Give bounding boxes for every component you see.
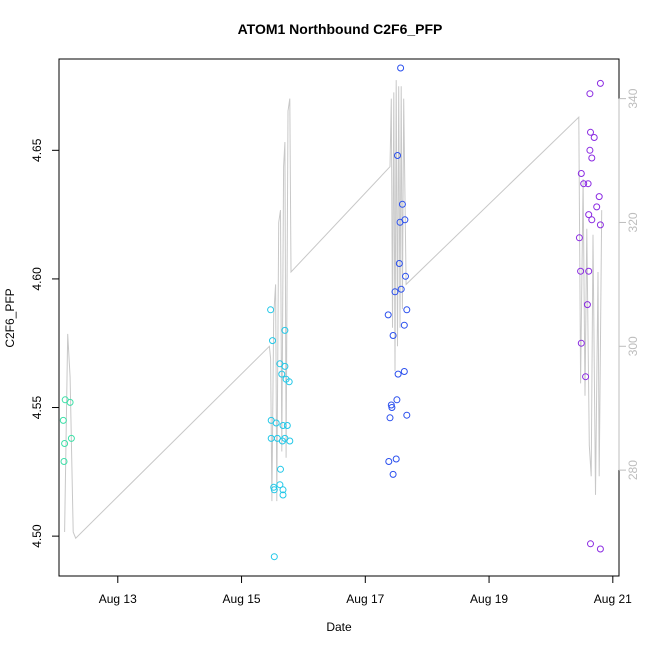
data-point	[596, 221, 604, 229]
x-tick-label: Aug 19	[470, 592, 508, 606]
data-point	[403, 411, 411, 419]
data-point	[270, 486, 278, 494]
data-point	[585, 211, 593, 219]
data-point	[585, 267, 593, 275]
data-point	[577, 339, 585, 347]
data-point	[66, 398, 74, 406]
data-point	[590, 134, 598, 141]
data-point	[397, 64, 405, 72]
data-point	[393, 396, 401, 404]
data-point	[278, 370, 286, 378]
data-point	[389, 470, 397, 478]
data-point	[586, 146, 594, 154]
data-point	[391, 288, 399, 296]
secondary-y-tick-label: 320	[626, 212, 640, 232]
data-point	[283, 422, 291, 429]
secondary-trace-layer	[64, 80, 603, 540]
x-axis-label: Date	[326, 620, 352, 634]
data-point	[396, 218, 404, 226]
data-point	[588, 216, 596, 224]
data-point	[388, 404, 396, 411]
data-point	[279, 422, 287, 429]
data-point	[59, 416, 67, 424]
data-point	[587, 128, 594, 136]
data-point	[281, 326, 289, 334]
data-point	[392, 455, 400, 463]
data-point	[286, 437, 294, 445]
x-tick-label: Aug 13	[99, 592, 137, 606]
data-point	[395, 260, 403, 267]
data-point	[403, 306, 411, 314]
data-point	[278, 437, 286, 445]
secondary-y-tick-label: 280	[626, 460, 640, 480]
secondary-y-axis: 280 300 320 340	[618, 88, 640, 480]
data-point	[394, 370, 402, 378]
data-point	[276, 481, 284, 489]
data-point	[67, 434, 75, 442]
data-point	[277, 465, 284, 473]
data-point	[60, 458, 68, 465]
x-tick-label: Aug 15	[223, 592, 261, 606]
data-point	[577, 267, 585, 275]
secondary-y-tick-label: 300	[626, 336, 640, 356]
chart-title: ATOM1 Northbound C2F6_PFP	[238, 21, 443, 37]
data-point	[389, 332, 397, 339]
y-tick-label: 4.55	[30, 396, 44, 420]
x-axis: Aug 13 Aug 15 Aug 17 Aug 19 Aug 21	[99, 575, 632, 606]
y-axis-label: C2F6_PFP	[3, 288, 17, 347]
plot-frame	[58, 58, 620, 577]
data-point	[577, 170, 585, 177]
data-point	[384, 311, 392, 319]
data-point	[281, 362, 289, 370]
data-point	[279, 491, 287, 499]
points-layer	[59, 64, 604, 561]
data-point	[588, 154, 596, 162]
data-point	[580, 180, 588, 188]
data-point	[596, 79, 604, 87]
data-point	[596, 545, 604, 553]
data-point	[398, 200, 406, 208]
data-point	[285, 378, 293, 386]
data-point	[583, 301, 591, 309]
data-point	[593, 203, 601, 211]
data-point	[385, 458, 393, 465]
data-point	[279, 486, 287, 494]
data-point	[586, 90, 594, 98]
data-point	[402, 272, 409, 280]
y-tick-label: 4.50	[30, 524, 44, 548]
data-point	[394, 152, 401, 159]
y-axis: 4.50 4.55 4.60 4.65	[30, 138, 60, 548]
data-point	[269, 337, 276, 345]
y-tick-label: 4.60	[30, 267, 44, 291]
data-point	[61, 440, 69, 447]
data-point	[575, 234, 583, 242]
data-point	[270, 553, 278, 561]
data-point	[400, 368, 408, 375]
secondary-y-tick-label: 340	[626, 88, 640, 108]
data-point	[595, 193, 603, 201]
data-point	[400, 321, 408, 329]
data-point	[582, 373, 590, 381]
data-point	[587, 540, 594, 548]
data-point	[272, 419, 280, 427]
secondary-trace-line	[64, 80, 603, 540]
data-point	[267, 306, 275, 314]
data-point	[397, 285, 405, 293]
x-tick-label: Aug 17	[346, 592, 384, 606]
data-point	[584, 180, 592, 188]
x-tick-label: Aug 21	[594, 592, 632, 606]
y-tick-label: 4.65	[30, 138, 44, 162]
data-point	[386, 414, 394, 422]
